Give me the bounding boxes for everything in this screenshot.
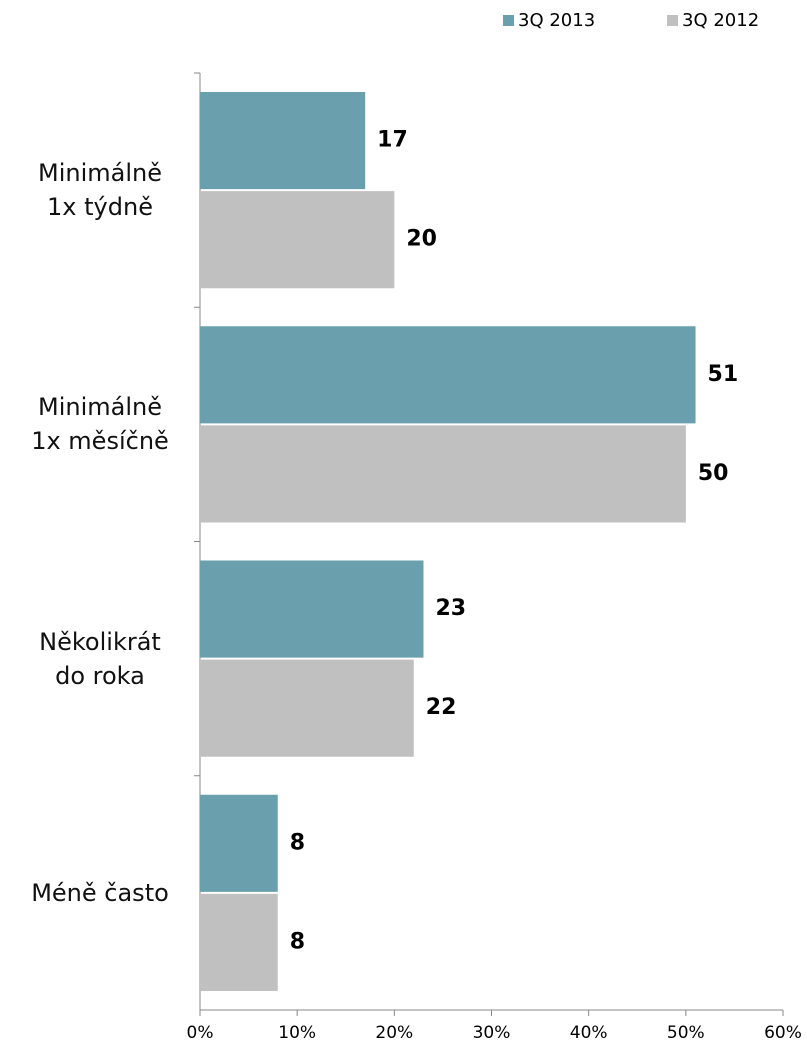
legend-label: 3Q 2012 bbox=[682, 10, 759, 31]
legend-label: 3Q 2013 bbox=[518, 10, 595, 31]
data-label: 23 bbox=[435, 596, 466, 621]
category-label: Minimálně 1x týdně bbox=[38, 159, 162, 222]
x-tick-label: 10% bbox=[278, 1023, 316, 1043]
data-label: 22 bbox=[426, 695, 457, 720]
x-tick-label: 50% bbox=[667, 1023, 705, 1043]
legend-swatch bbox=[667, 15, 678, 26]
bar bbox=[200, 425, 686, 523]
data-label: 51 bbox=[708, 362, 739, 387]
x-tick-label: 0% bbox=[187, 1023, 214, 1043]
bar bbox=[200, 794, 278, 892]
data-label: 50 bbox=[698, 461, 729, 486]
bar bbox=[200, 326, 696, 424]
x-tick-label: 40% bbox=[570, 1023, 608, 1043]
legend-swatch bbox=[503, 15, 514, 26]
bar bbox=[200, 191, 395, 289]
x-tick-label: 60% bbox=[764, 1023, 802, 1043]
data-label: 17 bbox=[377, 128, 408, 153]
bar bbox=[200, 560, 424, 658]
category-label: Méně často bbox=[31, 878, 169, 907]
x-tick-label: 30% bbox=[473, 1023, 511, 1043]
bar bbox=[200, 92, 366, 190]
x-tick-label: 20% bbox=[375, 1023, 413, 1043]
data-label: 8 bbox=[290, 830, 305, 855]
data-label: 8 bbox=[290, 929, 305, 954]
data-label: 20 bbox=[406, 227, 437, 252]
category-label: Několikrát do roka bbox=[39, 627, 161, 690]
bar bbox=[200, 659, 414, 757]
category-label: Minimálně 1x měsíčně bbox=[31, 393, 169, 456]
bar bbox=[200, 893, 278, 991]
